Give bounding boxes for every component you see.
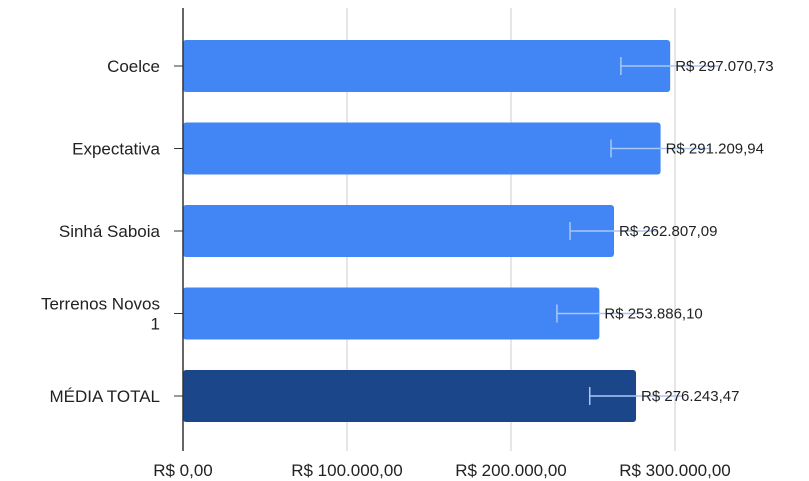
x-tick-label: R$ 0,00 xyxy=(153,461,213,480)
data-label: R$ 253.886,10 xyxy=(604,306,702,323)
bars xyxy=(183,40,720,422)
x-tick-label: R$ 200.000,00 xyxy=(455,461,567,480)
x-tick-label: R$ 300.000,00 xyxy=(619,461,731,480)
data-label: R$ 291.209,94 xyxy=(666,141,764,158)
category-label: MÉDIA TOTAL xyxy=(49,387,160,406)
data-label: R$ 262.807,09 xyxy=(619,223,717,240)
bar xyxy=(183,122,661,175)
bar xyxy=(183,287,600,340)
data-label: R$ 276.243,47 xyxy=(641,388,739,405)
bar xyxy=(183,40,671,92)
category-label: Expectativa xyxy=(72,140,160,159)
bar xyxy=(183,370,637,422)
category-label: Sinhá Saboia xyxy=(59,222,161,241)
category-label: Terrenos Novos xyxy=(41,295,160,314)
category-label: 1 xyxy=(151,315,160,334)
category-label: Coelce xyxy=(107,57,160,76)
labels: R$ 0,00 R$ 100.000,00 R$ 200.000,00 R$ 300.… xyxy=(41,57,774,480)
data-label: R$ 297.070,73 xyxy=(675,58,773,75)
x-tick-label: R$ 100.000,00 xyxy=(291,461,403,480)
axes xyxy=(174,8,184,451)
bar xyxy=(183,205,615,257)
